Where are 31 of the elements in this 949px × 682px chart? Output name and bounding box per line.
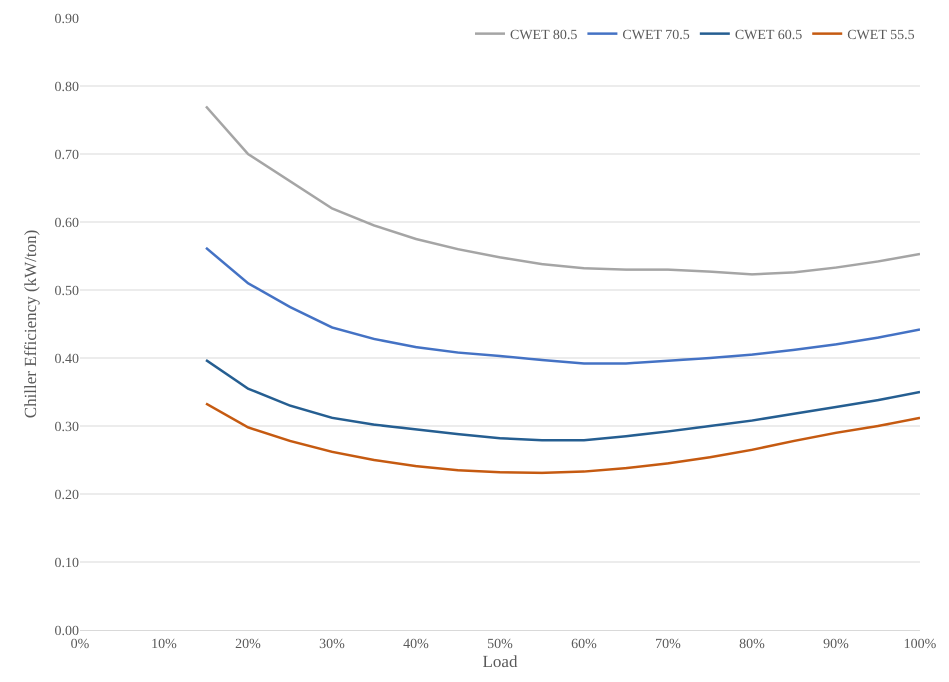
line-series [204,358,920,442]
y-tick-label: 0.80 [54,80,79,95]
legend-label: CWET 55.5 [847,28,915,44]
x-tick-label: 10% [151,636,178,652]
y-tick-label: 0.20 [54,488,79,503]
y-tick-label: 0.10 [54,556,79,571]
x-tick-label: 100% [904,636,937,652]
y-tick-label: 0.50 [54,284,79,299]
y-tick-label: 0.60 [54,216,79,231]
y-tick-label: 0.30 [54,420,79,435]
y-tick-label: 0.70 [54,148,79,163]
x-tick-label: 30% [319,636,346,652]
y-tick-label: 0.90 [54,12,79,27]
y-tick-label: 0.40 [54,352,79,367]
x-tick-label: 50% [487,636,514,652]
x-axis-title: Load [482,652,518,672]
line-series [204,105,920,276]
x-tick-label: 40% [403,636,430,652]
x-tick-label: 70% [655,636,682,652]
x-tick-label: 80% [739,636,766,652]
line-series [204,402,920,474]
x-tick-label: 0% [70,636,90,652]
x-tick-label: 90% [823,636,850,652]
legend-label: CWET 70.5 [622,28,690,44]
y-tick-label: 0.00 [54,624,79,639]
legend-label: CWET 60.5 [734,28,802,44]
x-tick-label: 60% [571,636,598,652]
legend-label: CWET 80.5 [510,28,578,44]
y-axis-title: Chiller Efficiency (kW/ton) [21,230,40,418]
x-tick-label: 20% [235,636,262,652]
line-series [204,246,920,365]
